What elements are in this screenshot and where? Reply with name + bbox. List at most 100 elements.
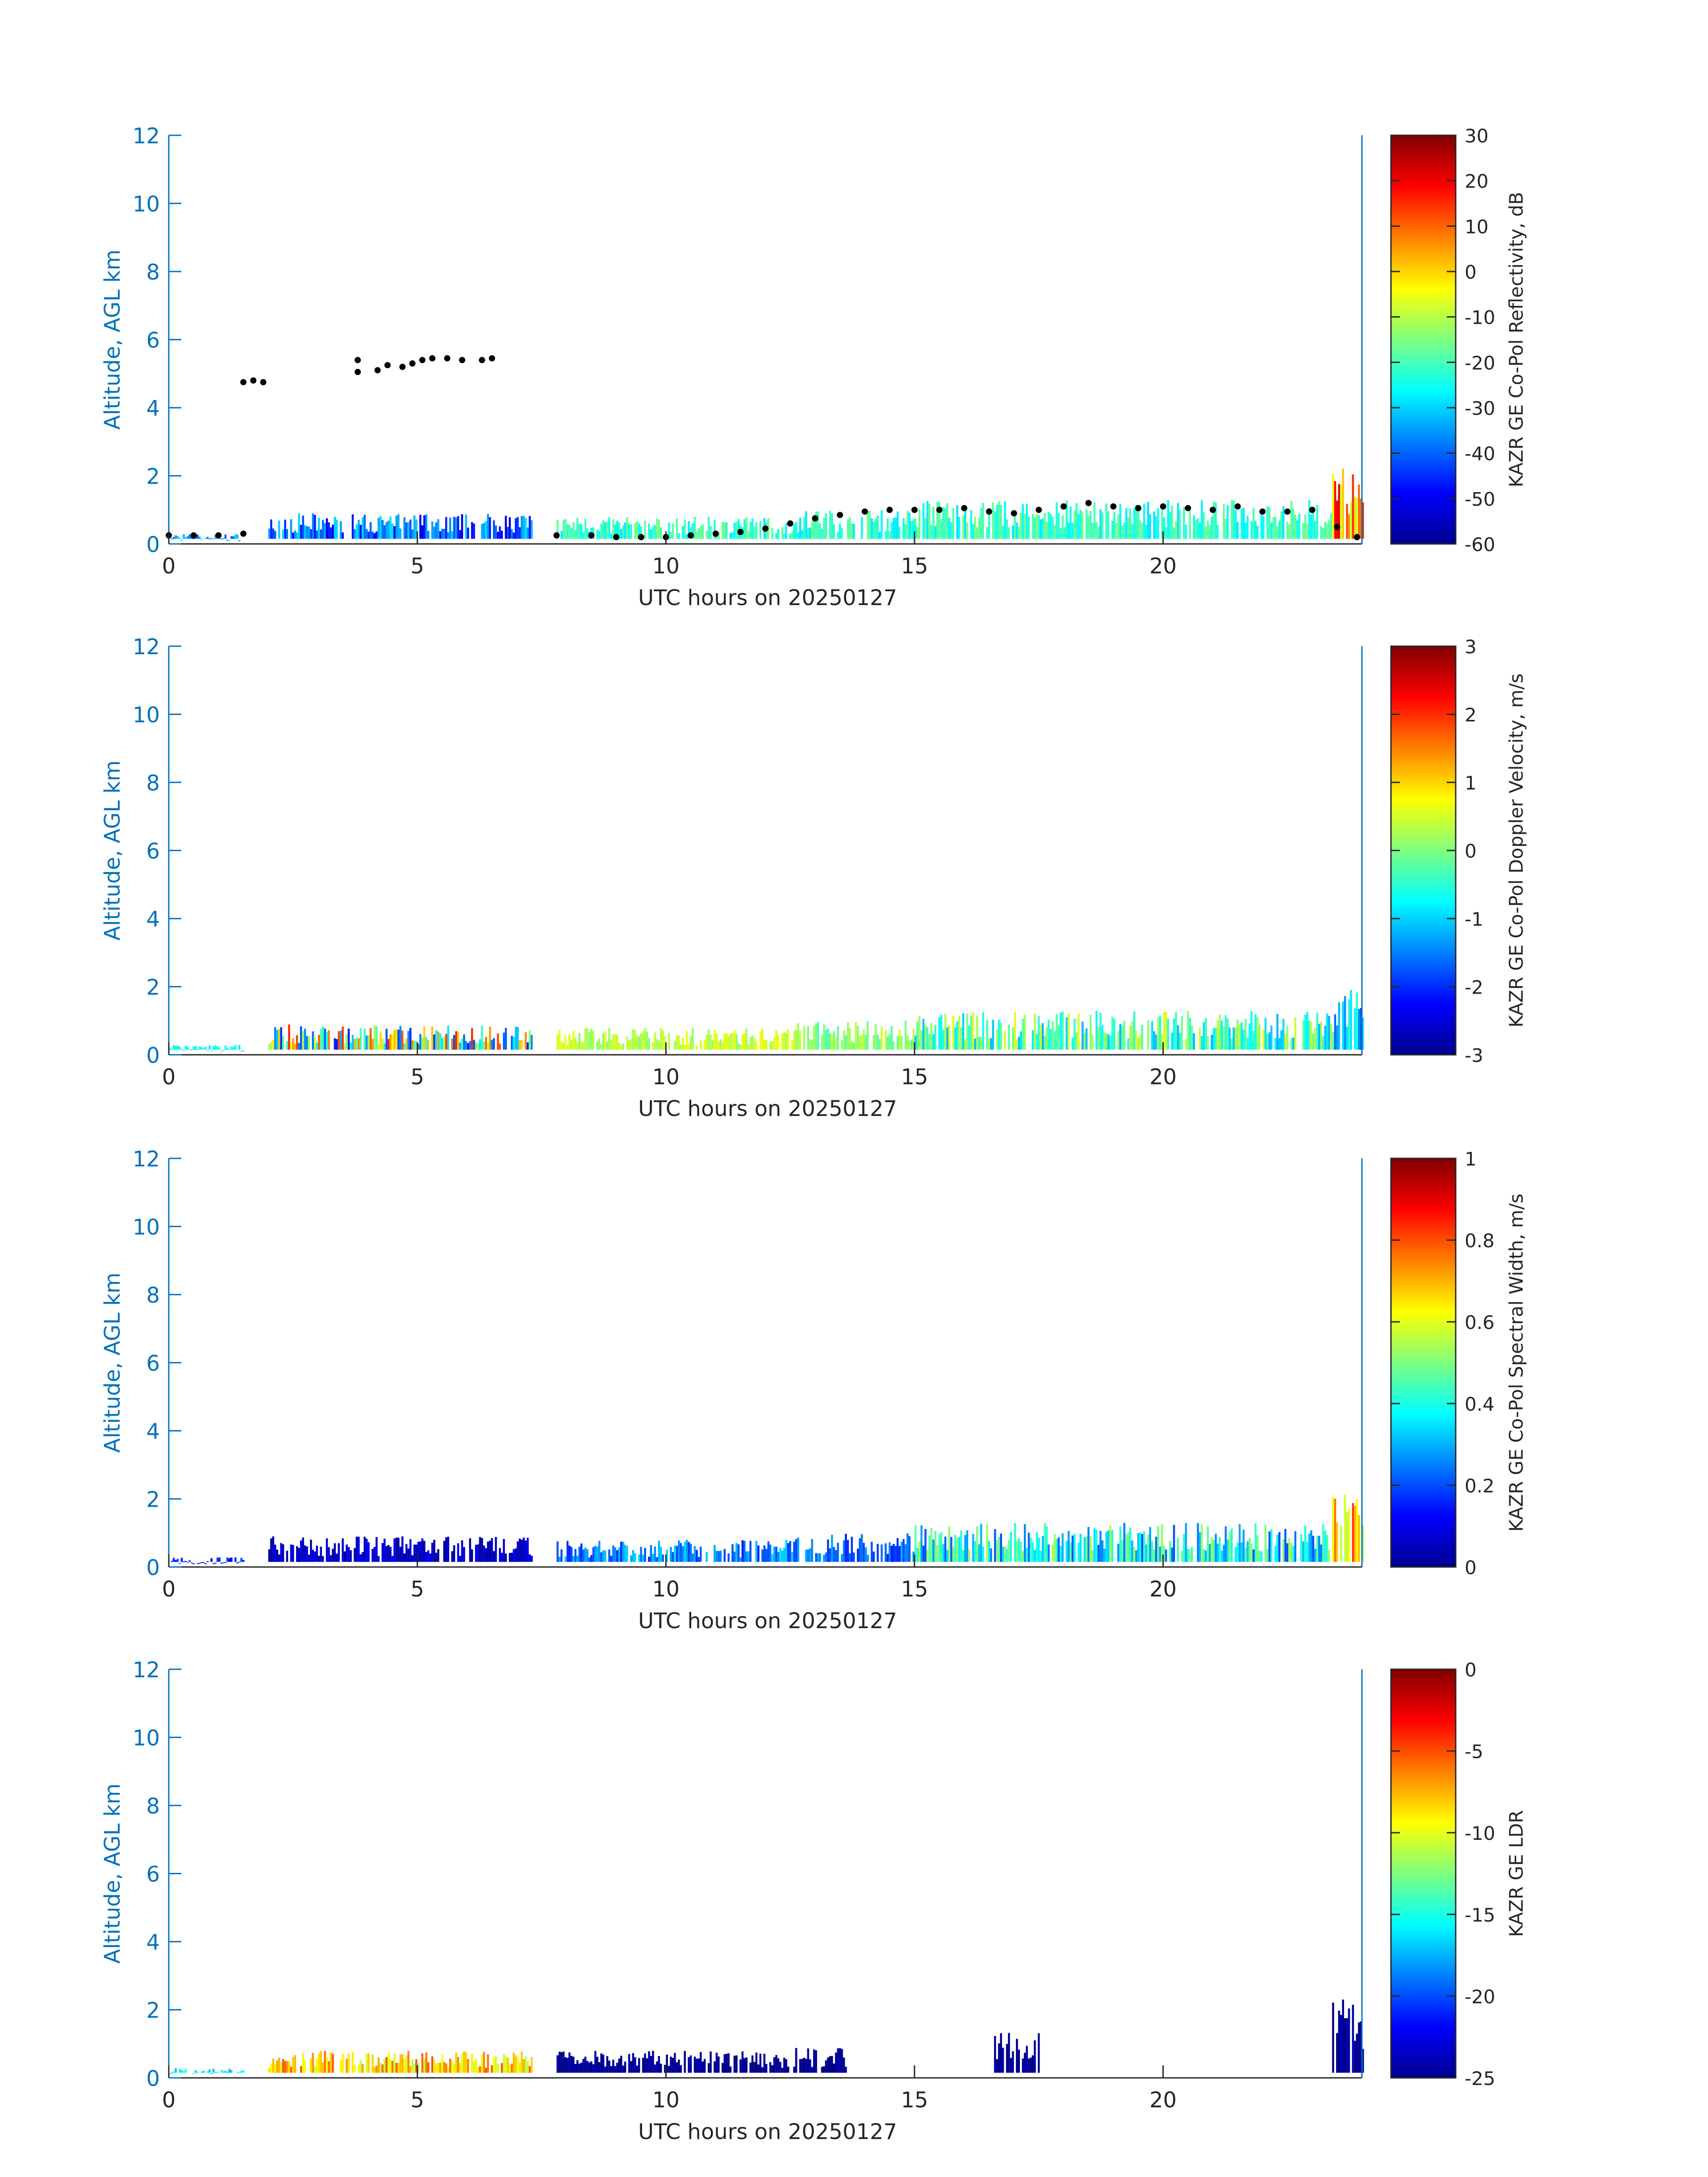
echo-column [1250, 1011, 1253, 1050]
y-tick-label: 4 [146, 907, 160, 932]
echo-column [1302, 523, 1304, 539]
echo-column [783, 2057, 785, 2073]
echo-column [1215, 502, 1217, 539]
echo-column [1010, 1532, 1012, 1562]
echo-column [775, 2055, 777, 2073]
echo-column [1135, 505, 1137, 539]
echo-column [1223, 1026, 1225, 1050]
echo-column [447, 1537, 449, 1562]
echo-column [513, 2052, 515, 2073]
x-tick-label: 5 [410, 2088, 424, 2113]
echo-column [354, 1039, 356, 1050]
echo-column [499, 526, 501, 539]
echo-column [1354, 1506, 1356, 1562]
echo-column [590, 1555, 593, 1562]
echo-column [274, 1545, 276, 1562]
echo-column [487, 1042, 489, 1050]
echo-column [578, 1546, 580, 1562]
echo-column [928, 1535, 931, 1562]
x-tick-label: 0 [162, 1577, 176, 1602]
echo-column [803, 517, 806, 539]
echo-column [493, 520, 495, 539]
echo-column [1274, 1546, 1277, 1562]
echo-column [942, 1029, 944, 1050]
echo-column [958, 1537, 960, 1562]
echo-column [576, 2060, 579, 2073]
echo-column [1356, 1499, 1358, 1562]
echo-column [324, 2051, 326, 2073]
echo-column [312, 513, 314, 539]
echo-column [556, 2055, 559, 2073]
echo-column [600, 2053, 602, 2073]
colorbar-tick-label: -15 [1465, 1904, 1495, 1926]
echo-column [481, 2055, 483, 2073]
y-tick-label: 0 [146, 1043, 160, 1068]
echo-column [910, 1040, 913, 1050]
cloud-base-point [240, 531, 246, 537]
echo-column [1002, 526, 1004, 539]
echo-column [753, 2062, 756, 2073]
echo-column [1171, 505, 1173, 539]
echo-column [976, 1526, 978, 1562]
echo-column [505, 1028, 507, 1050]
echo-column [809, 2059, 811, 2073]
echo-column [570, 527, 573, 539]
echo-column [632, 1550, 635, 1562]
echo-column [622, 2065, 624, 2073]
echo-column [871, 518, 873, 539]
echo-column [1284, 1529, 1286, 1562]
echo-column [354, 529, 356, 539]
echo-column [171, 1560, 173, 1562]
echo-column [435, 522, 438, 539]
echo-column [1031, 1030, 1034, 1050]
echo-column [526, 1042, 529, 1050]
echo-column [662, 1554, 664, 1562]
echo-column [1056, 1014, 1058, 1050]
cloud-base-point [459, 357, 465, 364]
echo-column [1149, 514, 1151, 539]
echo-column [322, 1556, 324, 1562]
colorbar-gradient [1390, 645, 1457, 1056]
x-tick-label: 10 [652, 1577, 680, 1602]
echo-column [654, 525, 656, 539]
echo-column [198, 536, 201, 539]
echo-column [489, 1027, 491, 1050]
cloud-base-point [1085, 500, 1092, 506]
echo-column [1034, 1013, 1036, 1050]
echo-column [230, 2070, 233, 2073]
echo-column [751, 2055, 754, 2073]
echo-column [403, 517, 405, 539]
echo-column [288, 1024, 290, 1050]
echo-column [658, 1541, 660, 1562]
echo-column [296, 532, 298, 539]
echo-column [268, 2068, 271, 2073]
echo-column [304, 2060, 306, 2073]
echo-column [376, 531, 378, 539]
echo-column [1020, 1541, 1022, 1562]
echo-column [614, 1547, 616, 1562]
echo-column [395, 1029, 398, 1050]
echo-column [421, 1538, 424, 1562]
echo-column [841, 2049, 843, 2073]
echo-column [781, 2068, 784, 2073]
echo-column [1344, 996, 1346, 1050]
echo-column [514, 1027, 517, 1050]
echo-column [693, 2056, 696, 2073]
echo-column [725, 522, 728, 539]
echo-column [928, 503, 931, 539]
echo-column [904, 1020, 907, 1050]
x-tick-label: 0 [162, 2088, 176, 2113]
echo-column [835, 1037, 837, 1050]
echo-column [505, 2056, 507, 2073]
echo-column [962, 515, 965, 539]
colorbar-tick-label: 0 [1465, 1659, 1477, 1681]
echo-column [473, 2061, 475, 2073]
x-tick-label: 15 [901, 554, 928, 579]
echo-column [867, 1554, 869, 1562]
echo-column [1181, 1016, 1183, 1050]
echo-column [1314, 1549, 1316, 1562]
echo-column [706, 531, 708, 539]
echo-column [238, 1561, 241, 1563]
echo-column [572, 522, 575, 539]
echo-column [745, 1028, 748, 1050]
